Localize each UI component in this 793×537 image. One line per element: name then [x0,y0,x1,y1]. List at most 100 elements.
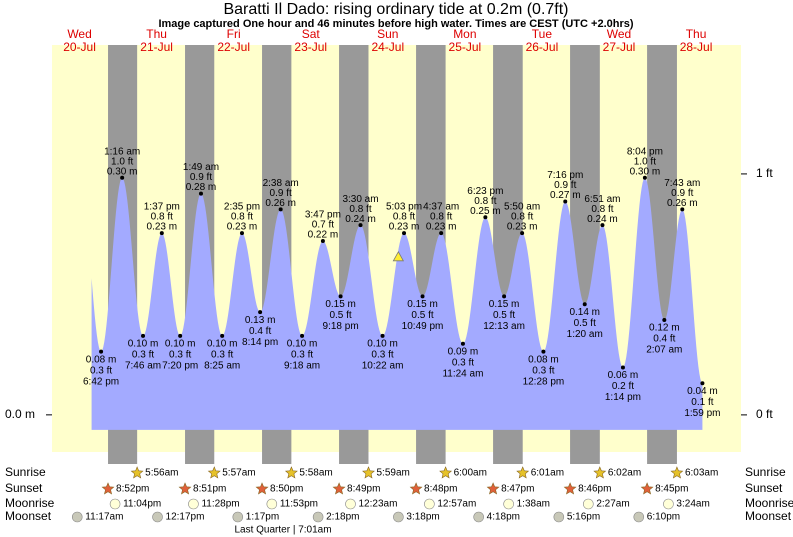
tide-label: 1:16 am [104,146,140,157]
tide-label: 1.0 ft [111,156,133,167]
row-label: Sunrise [745,465,786,479]
tide-label: 0.3 ft [291,349,313,360]
tide-label: 0.08 m [528,354,559,365]
sun-icon [284,466,298,479]
date-label: 22-Jul [217,40,250,54]
tide-label: 7:43 am [664,178,700,189]
tide-label: 1.0 ft [634,156,656,167]
event-time: 8:50pm [270,484,303,495]
tide-label: 0.06 m [608,370,639,381]
tide-label: 0.5 ft [574,318,596,329]
moon-icon [503,498,514,510]
moon-icon [312,511,324,523]
tide-label: 0.12 m [649,323,680,334]
event-time: 5:16pm [567,512,600,523]
tide-label: 5:03 pm [386,202,422,213]
moon-icon [583,498,594,510]
tide-label: 7:46 am [125,360,161,371]
tide-label: 0.8 ft [591,204,613,215]
day-label: Thu [686,27,707,41]
event-time: 4:18pm [487,512,520,523]
tide-label: 7:20 pm [162,360,198,371]
event-time: 11:53pm [280,499,318,510]
tide-label: 0.8 ft [474,196,496,207]
tide-label: 0.23 m [147,222,178,233]
tide-label: 0.3 ft [132,349,154,360]
event-time: 8:46pm [578,484,611,495]
tide-label: 6:23 pm [467,186,503,197]
sun-icon [486,482,500,495]
event-time: 6:03am [685,468,718,479]
tide-point [520,231,525,236]
moon-icon [152,511,163,523]
tide-point [239,231,244,236]
moon-icon [109,498,121,510]
sun-icon [332,482,346,495]
row-label: Moonrise [5,496,55,510]
event-time: 12:23am [359,499,398,510]
moon-icon [633,511,645,523]
sun-icon [409,482,423,495]
tide-label: 0.23 m [507,222,538,233]
tide-point [680,207,685,212]
tide-label: 0.30 m [630,166,661,177]
tide-label: 5:50 am [504,202,540,213]
event-time: 5:57am [222,468,255,479]
moon-icon [232,511,244,523]
row-label: Sunset [5,481,43,495]
tide-label: 0.4 ft [249,326,271,337]
sun-icon [255,482,269,495]
sun-icon [362,466,375,479]
event-time: 3:24am [676,499,709,510]
tide-label: 9:18 am [284,360,320,371]
tide-label: 0.1 ft [691,397,713,408]
day-label: Wed [67,27,91,41]
tide-label: 0.8 ft [231,212,253,223]
tide-label: 1:20 am [567,329,603,340]
tide-label: 0.15 m [325,299,356,310]
tide-label: 0.3 ft [532,365,554,376]
day-label: Sat [302,27,321,41]
tide-area [91,177,703,430]
event-time: 6:01am [531,468,564,479]
moon-icon [71,511,83,523]
sun-icon [563,482,577,495]
tide-label: 6:42 pm [83,376,119,387]
y-tick-label: 0.0 m [5,407,35,421]
tide-label: 1:49 am [183,162,219,173]
tide-label: 0.3 ft [211,349,233,360]
tide-label: 1:59 pm [684,408,720,419]
tide-label: 0.15 m [489,299,520,310]
tide-point [600,223,605,228]
tide-label: 12:13 am [483,321,525,332]
event-time: 8:45pm [655,484,688,495]
current-tide-marker [392,250,405,262]
moon-icon [345,498,356,510]
tide-label: 7:16 pm [547,170,583,181]
sun-icon [640,482,654,495]
event-time: 11:28pm [201,499,239,510]
date-label: 21-Jul [140,40,173,54]
tide-point [700,381,705,386]
tide-label: 4:37 am [423,202,459,213]
tide-label: 0.9 ft [671,188,693,199]
event-time: 6:00am [454,468,487,479]
tide-point [198,191,203,196]
row-label: Moonset [745,509,792,523]
date-label: 24-Jul [371,40,404,54]
event-time: 12:57am [437,499,476,510]
tide-point [258,310,263,315]
y2-tick-label: 0 ft [756,407,773,421]
tide-label: 6:51 am [584,194,620,205]
tide-label: 9:18 pm [323,321,359,332]
tide-point [99,349,104,354]
tide-label: 0.04 m [687,386,718,397]
tide-label: 0.24 m [587,214,618,225]
tide-label: 11:24 am [442,368,483,379]
tide-label: 0.5 ft [411,310,433,321]
moon-icon [663,498,674,510]
event-time: 11:17am [85,512,123,523]
tide-label: 0.23 m [389,222,420,233]
tide-point [582,302,587,307]
tide-label: 0.08 m [86,354,117,365]
